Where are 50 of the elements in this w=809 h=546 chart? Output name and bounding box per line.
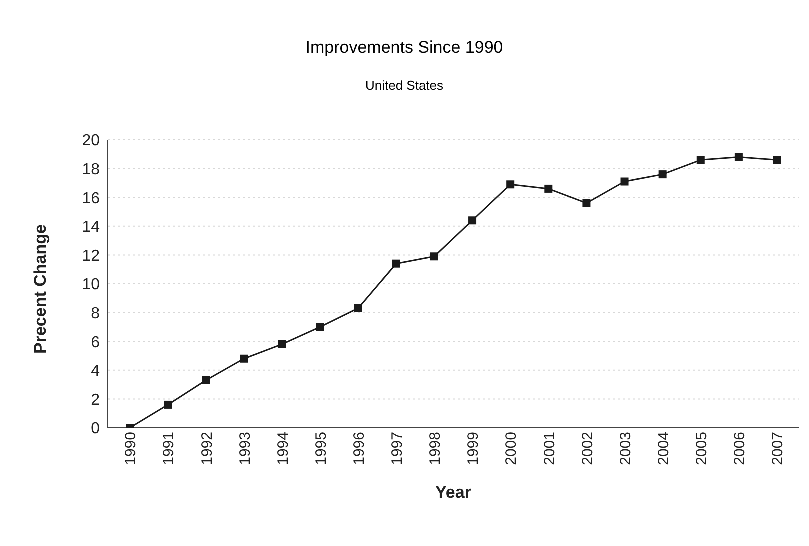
point — [544, 184, 553, 193]
point — [658, 170, 667, 179]
y-tick-label: 18 — [82, 161, 100, 178]
x-tick-label: 2005 — [694, 432, 711, 466]
point — [773, 156, 781, 164]
y-axis-title: Precent Change — [31, 224, 50, 354]
point — [354, 304, 362, 312]
point — [734, 153, 743, 162]
x-tick-label: 1998 — [427, 432, 444, 466]
x-tick-label: 1990 — [122, 432, 140, 466]
x-tick-label: 2006 — [732, 432, 749, 466]
y-tick-label: 0 — [91, 420, 100, 438]
point — [582, 199, 591, 208]
x-tick-label: 2000 — [503, 432, 520, 466]
y-tick-label: 14 — [82, 219, 100, 236]
x-axis-title: Year — [436, 483, 472, 502]
x-tick-label: 1993 — [236, 432, 254, 466]
x-tick-label: 2003 — [617, 432, 634, 466]
point — [164, 400, 172, 409]
point — [696, 156, 705, 164]
y-tick-label: 6 — [91, 334, 100, 352]
point — [202, 376, 210, 384]
point — [316, 323, 324, 332]
point — [240, 354, 248, 363]
x-tick-label: 2007 — [770, 432, 787, 466]
x-tick-label: 1994 — [274, 432, 292, 466]
point — [430, 252, 438, 261]
x-tick-label: 2004 — [655, 432, 672, 466]
x-tick-label: 2001 — [541, 432, 558, 466]
x-tick-label: 1991 — [160, 432, 178, 466]
x-tick-label: 1995 — [312, 432, 330, 466]
x-tick-label: 1992 — [198, 432, 216, 466]
point — [468, 216, 477, 225]
y-tick-label: 2 — [91, 392, 100, 409]
x-tick-label: 1999 — [465, 432, 482, 466]
point — [278, 340, 286, 348]
y-tick-label: 10 — [82, 276, 100, 294]
x-tick-label: 1997 — [389, 432, 406, 466]
y-tick-label: 20 — [82, 132, 100, 150]
point — [506, 180, 515, 189]
y-tick-label: 12 — [82, 248, 100, 265]
y-tick-label: 4 — [91, 363, 100, 380]
y-tick-label: 8 — [91, 305, 100, 322]
point — [392, 260, 400, 268]
x-tick-label: 2002 — [579, 432, 596, 466]
chart-title: Improvements Since 1990 — [304, 38, 504, 58]
chart-subtitle: United States — [364, 78, 445, 93]
x-tick-label: 1996 — [351, 432, 368, 466]
point — [620, 178, 629, 186]
y-tick-label: 16 — [82, 190, 100, 208]
